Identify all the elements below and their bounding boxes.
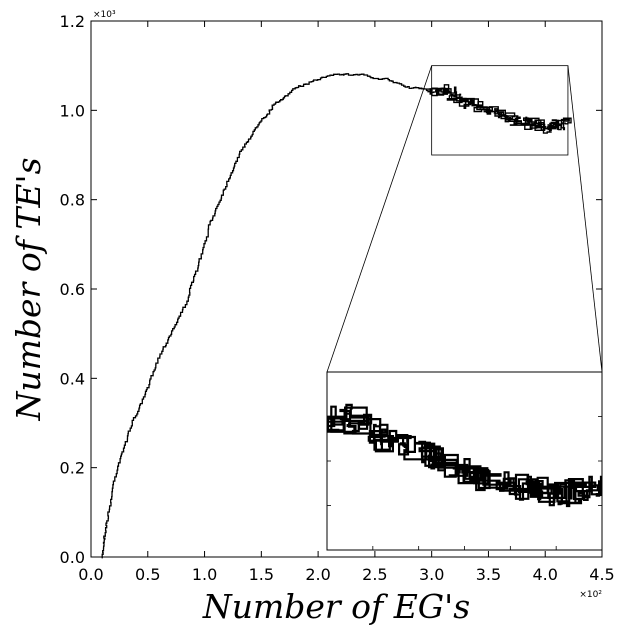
y-tick-label: 1.0 bbox=[60, 101, 85, 120]
y-tick-label: 0.0 bbox=[60, 548, 85, 567]
zoom-connector-line bbox=[326, 65, 433, 373]
x-axis-title: Number of EG's bbox=[202, 587, 470, 626]
x-tick-label: 0.5 bbox=[135, 565, 160, 584]
inset-series-line bbox=[326, 403, 603, 508]
x-tick-label: 1.5 bbox=[249, 565, 274, 584]
zoom-connector-line bbox=[567, 65, 603, 373]
y-tick-label: 1.2 bbox=[60, 12, 85, 31]
labels-layer: 0.0 0.5 1.0 1.5 2.0 2.5 3.0 3.5 4.0 4.5 0.0 0.2 0.4 0… bbox=[9, 10, 615, 626]
ticks-layer bbox=[90, 20, 603, 558]
x-tick-label: 2.5 bbox=[362, 565, 387, 584]
x-tick-label: 4.0 bbox=[532, 565, 557, 584]
x-scale-label: ×10² bbox=[579, 590, 602, 600]
x-tick-label: 3.0 bbox=[419, 565, 444, 584]
y-axis-title: Number of TE's bbox=[9, 157, 48, 421]
y-tick-label: 0.8 bbox=[60, 191, 85, 210]
x-tick-label: 0.0 bbox=[78, 565, 103, 584]
series-layer bbox=[101, 73, 572, 559]
x-tick-label: 1.0 bbox=[192, 565, 217, 584]
y-tick-label: 0.2 bbox=[60, 459, 85, 478]
zoom-layer bbox=[326, 65, 603, 551]
x-tick-label: 4.5 bbox=[589, 565, 614, 584]
x-tick-label: 2.0 bbox=[305, 565, 330, 584]
plot-area-frame bbox=[90, 20, 603, 558]
x-tick-label: 3.5 bbox=[476, 565, 501, 584]
zoom-source-box bbox=[431, 65, 569, 156]
series-cloud bbox=[427, 84, 572, 134]
y-tick-label: 0.4 bbox=[60, 369, 85, 388]
y-tick-label: 0.6 bbox=[60, 280, 85, 299]
y-scale-label: ×10³ bbox=[93, 10, 116, 20]
